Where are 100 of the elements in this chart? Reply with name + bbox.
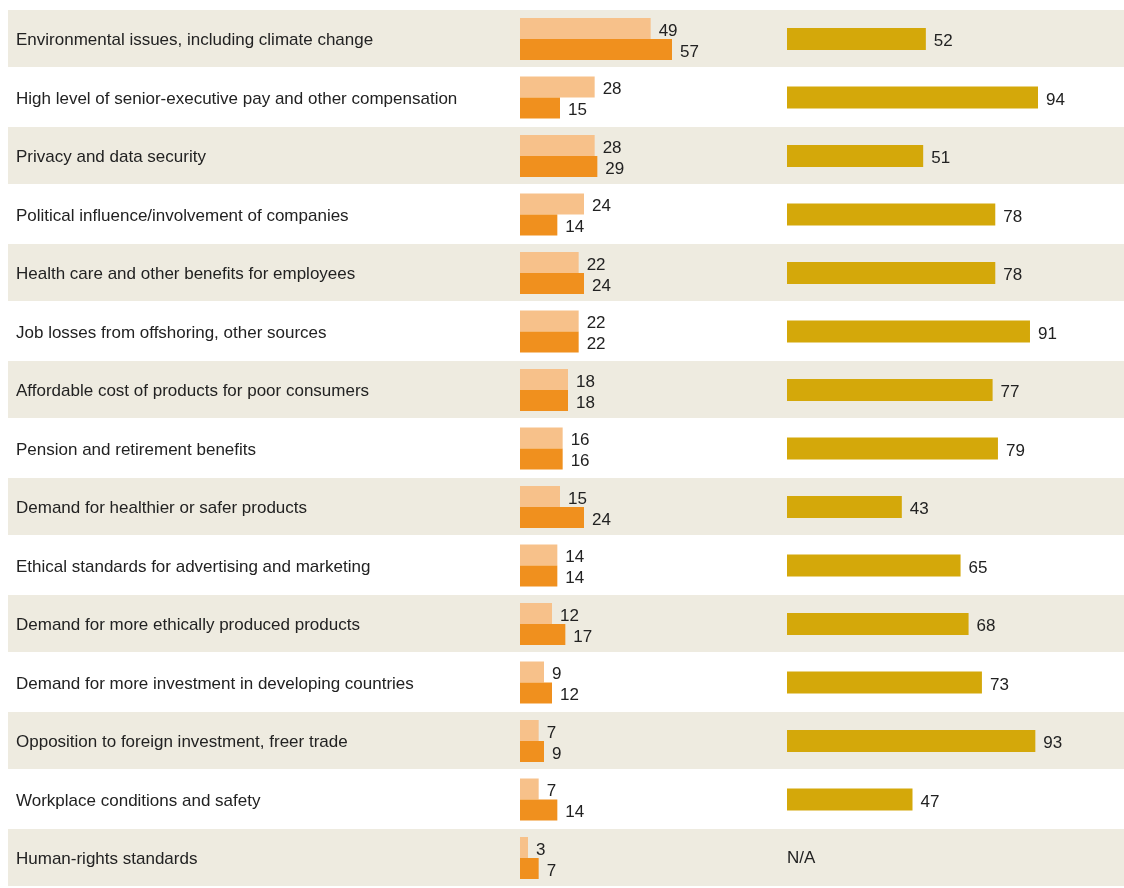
bar [787,203,996,226]
y-tick-label: Privacy and data security [16,147,207,167]
data-label: 68 [976,616,996,635]
data-label: 22 [586,254,606,274]
data-label: 79 [1005,440,1025,460]
bar [520,741,544,762]
data-label: 24 [592,196,611,215]
data-label: 18 [576,392,595,412]
bar [787,86,1038,109]
bar [520,448,563,470]
bar [520,507,584,528]
bar [520,76,595,98]
y-tick-label: Human-rights standards [16,849,198,869]
data-label: 43 [909,499,929,518]
bar [787,496,902,518]
bar [787,554,961,577]
bar [520,682,552,704]
data-label: 22 [586,334,606,353]
data-label: 12 [560,685,579,704]
bar [520,427,563,449]
data-label: 14 [565,547,585,566]
bar [520,273,584,294]
data-label: 3 [536,839,546,859]
data-label: 9 [552,664,562,683]
data-label: 94 [1046,89,1065,109]
bar [787,613,969,635]
bar [787,320,1030,343]
data-label: 16 [570,451,590,470]
data-label: 14 [565,802,585,821]
data-label: 12 [560,605,579,625]
data-label: 49 [658,20,678,40]
data-label: 93 [1043,733,1063,752]
data-label: 29 [605,158,625,178]
data-label: 15 [568,100,587,119]
y-tick-label: Demand for healthier or safer products [16,498,308,518]
data-label: 77 [1000,382,1020,401]
data-label: 47 [920,791,940,811]
bar [520,39,672,60]
bar [520,624,566,645]
bar [787,437,998,460]
text: N/A [787,848,816,867]
bar [520,97,560,119]
y-tick-label: High level of senior-executive pay and other compensation [16,88,458,108]
data-label: 7 [546,860,557,880]
bar [787,730,1036,752]
data-label: 14 [565,217,585,236]
data-label: 22 [586,313,606,332]
y-tick-label: Ethical standards for advertising and marketing [16,556,371,576]
data-label: 7 [546,722,557,742]
bar [520,858,539,879]
bar [520,135,595,156]
bar [520,720,539,741]
data-label: 18 [576,371,595,391]
y-tick-label: Demand for more investment in developing countries [16,673,414,693]
bar [520,369,568,390]
data-label: 91 [1037,323,1057,343]
bar [787,671,982,694]
data-label: 78 [1003,206,1023,226]
bar [520,193,584,215]
data-label: 9 [552,743,562,763]
data-label: 14 [565,568,585,587]
bar [520,603,552,624]
data-label: 7 [546,781,557,800]
y-tick-label: Job losses from offshoring, other sources [16,322,327,342]
bar [520,544,558,566]
data-label: 24 [592,275,611,295]
bar [787,379,993,401]
data-label: 24 [592,509,611,529]
data-label: 17 [573,626,593,646]
data-label: 73 [989,674,1009,694]
bar [520,661,544,683]
y-tick-label: Political influence/involvement of companies [16,205,349,225]
y-tick-label: Demand for more ethically produced products [16,615,360,635]
bar [787,262,996,284]
bar [787,145,924,167]
bar [520,565,558,587]
y-tick-label: Pension and retirement benefits [16,439,257,459]
bar [520,156,598,177]
bar [520,799,558,821]
y-tick-label: Workplace conditions and safety [16,790,261,810]
data-label: 15 [568,488,587,508]
bar [787,28,926,50]
y-tick-label: Environmental issues, including climate change [16,30,374,50]
bar [520,778,539,800]
y-tick-label: Opposition to foreign investment, freer trade [16,732,348,752]
data-label: 52 [933,31,953,50]
data-label: 51 [931,148,951,167]
y-tick-label: Affordable cost of products for poor consumers [16,381,370,401]
bar [520,486,560,507]
bar [787,788,913,811]
bar [520,252,579,273]
data-label: 57 [680,41,699,61]
bar [520,390,568,411]
data-label: 78 [1003,265,1023,284]
y-tick-label: Health care and other benefits for employees [16,264,356,284]
bar [520,310,579,332]
bar [520,331,579,353]
bar [520,18,651,39]
bar [520,214,558,236]
data-label: 16 [570,430,590,449]
